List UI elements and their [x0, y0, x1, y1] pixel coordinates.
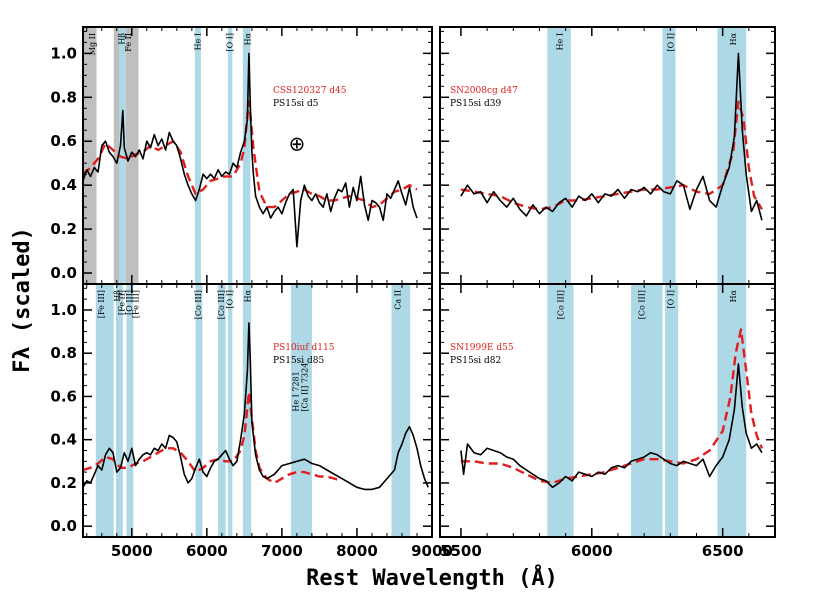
bands	[547, 284, 747, 537]
y-tick-label: 0.6	[50, 132, 77, 150]
feature-band	[717, 284, 747, 537]
ion-label: Hβ	[113, 290, 122, 302]
ion-label: [O I]	[225, 290, 234, 309]
panel-frame	[82, 283, 433, 538]
ion-label: Hα	[729, 32, 738, 45]
panel-bottom-right: 5500 6000 6500 [Co III] [Co III] [O I] Hα SN199…	[439, 283, 776, 560]
x-tick-label: 6500	[702, 542, 744, 560]
observed-spectrum	[460, 363, 763, 489]
feature-band	[631, 284, 663, 537]
feature-band	[665, 284, 679, 537]
legend-observed: PS15si d39	[450, 99, 502, 109]
feature-band	[547, 27, 571, 284]
feature-band	[83, 27, 97, 284]
feature-band	[218, 284, 226, 537]
y-tick-label: 0.4	[50, 431, 77, 449]
feature-band	[119, 27, 126, 284]
feature-band	[662, 27, 676, 284]
y-tick-label: 0.2	[50, 220, 77, 238]
ion-label: Hβ	[117, 33, 126, 45]
ion-label: Hα	[729, 289, 738, 302]
series-group	[460, 52, 763, 221]
legend-comparison: SN1999E d55	[450, 343, 514, 353]
ion-label: Hα	[243, 289, 252, 302]
feature-band	[227, 284, 233, 537]
panel-top-right: He I [O I] Hα SN2008cg d47 PS15si d39	[439, 26, 776, 285]
feature-band	[391, 284, 411, 537]
series-group	[83, 52, 418, 248]
x-axis-title: Rest Wavelength (Å)	[306, 565, 558, 591]
y-tick-label: 0.8	[50, 88, 77, 106]
ion-label: [Fe III]	[132, 290, 141, 318]
x-tick-label: 5500	[440, 542, 482, 560]
comparison-spectrum	[460, 100, 763, 211]
feature-band	[227, 27, 233, 284]
ion-label: He I	[194, 33, 203, 50]
y-tick-label: 0.6	[50, 387, 77, 405]
comparison-spectrum	[460, 328, 764, 485]
series-group	[460, 328, 764, 489]
series-group	[83, 322, 429, 491]
observed-spectrum	[83, 322, 429, 491]
ion-label: [Ca II] 7324	[300, 363, 309, 412]
legend-comparison: PS10iuf d115	[273, 343, 335, 353]
y-tick-label: 0.0	[50, 264, 77, 282]
bands	[95, 284, 411, 537]
ion-label: [O I]	[225, 33, 234, 52]
feature-band	[242, 27, 251, 284]
observed-spectrum	[460, 52, 763, 221]
legend-observed: PS15si d85	[273, 356, 325, 366]
ion-label: Fe II	[124, 33, 133, 52]
legend-observed: PS15si d5	[273, 99, 319, 109]
ion-label: [O III]	[125, 290, 134, 315]
feature-band	[95, 284, 114, 537]
ion-label: [Co III]	[638, 290, 647, 319]
x-tick-label: 5000	[111, 542, 153, 560]
observed-spectrum	[83, 52, 418, 248]
ion-label: [O I]	[666, 33, 675, 52]
ion-label: [Co III]	[194, 290, 203, 319]
feature-band	[116, 284, 123, 537]
feature-band	[194, 27, 201, 284]
ion-label: He I 7281	[291, 371, 300, 411]
panel-bottom-left: 0.0 0.2 0.4 0.6 0.8 1.0 5000 6000 7000 8000 9000 [F…	[50, 283, 453, 560]
legend-comparison: SN2008cg d47	[450, 86, 518, 96]
bands	[547, 27, 747, 284]
feature-band	[113, 27, 120, 284]
ion-label: Mg II	[88, 33, 97, 55]
telluric-symbol: ⊕	[289, 131, 306, 155]
ion-label: [Co III]	[217, 290, 226, 319]
feature-band	[547, 284, 574, 537]
ion-label: He I	[555, 33, 564, 50]
y-tick-label: 1.0	[50, 44, 77, 62]
ion-label: [Fe III]	[97, 290, 106, 318]
bands	[83, 27, 251, 284]
y-tick-label: 0.2	[50, 474, 77, 492]
ion-label: Hα	[243, 32, 252, 45]
legend-observed: PS15si d82	[450, 356, 501, 366]
ion-label: [O I]	[666, 290, 675, 309]
x-tick-label: 6000	[186, 542, 228, 560]
y-tick-label: 0.0	[50, 517, 77, 535]
panel-frame	[439, 283, 776, 538]
y-axis-title: Fλ (scaled)	[10, 227, 35, 373]
ion-label: Ca II	[394, 290, 403, 310]
x-tick-label: 8000	[336, 542, 378, 560]
y-tick-label: 0.4	[50, 176, 77, 194]
feature-band	[126, 284, 134, 537]
legend-comparison: CSS120327 d45	[273, 86, 347, 96]
x-tick-label: 9000	[411, 542, 453, 560]
y-tick-label: 0.8	[50, 344, 77, 362]
ion-label: [Fe II]	[117, 290, 126, 315]
x-tick-label: 7000	[261, 542, 303, 560]
x-tick-label: 6000	[571, 542, 613, 560]
comparison-spectrum	[83, 390, 343, 485]
feature-band	[195, 284, 203, 537]
ion-label: [Co III]	[556, 290, 565, 319]
y-tick-label: 1.0	[50, 301, 77, 319]
